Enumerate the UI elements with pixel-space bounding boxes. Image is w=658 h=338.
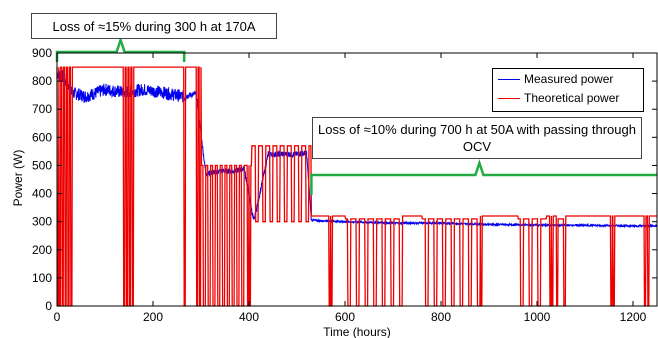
y-tick-label: 0	[45, 299, 52, 313]
legend: Measured power Theoretical power	[492, 68, 644, 112]
y-tick-label: 700	[32, 102, 52, 116]
y-tick-label: 200	[32, 243, 52, 257]
annotation-loss-15: Loss of ≈15% during 300 h at 170A	[31, 13, 277, 39]
y-tick-label: 800	[32, 74, 52, 88]
y-tick-label: 100	[32, 271, 52, 285]
x-tick-label: 1200	[620, 310, 647, 324]
legend-item-measured: Measured power	[493, 71, 643, 89]
y-tick-label: 900	[32, 46, 52, 60]
y-tick-label: 600	[32, 130, 52, 144]
annotation-brackets	[55, 36, 657, 195]
annotation-loss-10: Loss of ≈10% during 700 h at 50A with pa…	[312, 117, 642, 159]
y-tick-label: 400	[32, 187, 52, 201]
legend-item-theoretical: Theoretical power	[493, 90, 643, 108]
bracket-loss-10	[310, 159, 657, 195]
x-tick-label: 600	[335, 310, 355, 324]
annotation-loss-15-text: Loss of ≈15% during 300 h at 170A	[52, 19, 256, 34]
x-tick-label: 200	[143, 310, 163, 324]
y-tick-label: 300	[32, 215, 52, 229]
measured-power-line	[56, 69, 658, 229]
legend-swatch-theoretical	[498, 98, 520, 99]
x-tick-label: 1000	[524, 310, 551, 324]
plot-frame	[56, 52, 658, 307]
x-tick-label: 400	[239, 310, 259, 324]
x-tick-label: 800	[431, 310, 451, 324]
y-axis-label: Power (W)	[11, 150, 25, 207]
x-tick-label: 0	[54, 310, 61, 324]
legend-label-measured: Measured power	[524, 72, 614, 86]
bracket-loss-15	[55, 36, 186, 62]
x-axis-label: Time (hours)	[323, 325, 391, 338]
axes: 0 100 200 300 400 500 600 700 800 900 0 200 400 600 80…	[32, 46, 658, 324]
legend-label-theoretical: Theoretical power	[524, 91, 620, 105]
annotation-loss-10-text: Loss of ≈10% during 700 h at 50A with pa…	[318, 122, 636, 154]
legend-swatch-measured	[498, 79, 520, 80]
y-tick-label: 500	[32, 158, 52, 172]
